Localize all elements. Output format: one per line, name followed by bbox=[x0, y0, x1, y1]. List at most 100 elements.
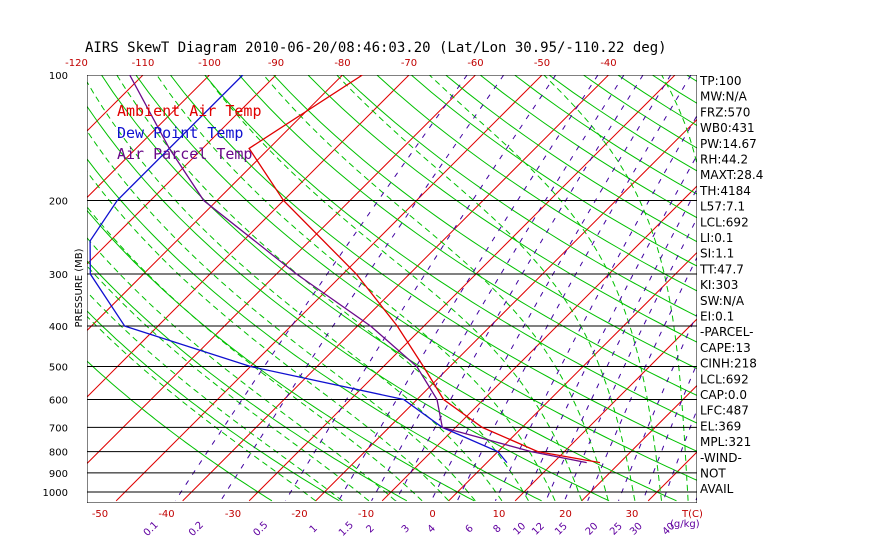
isotherm-line bbox=[781, 75, 870, 501]
dry-adiabat-line bbox=[87, 310, 340, 502]
moist-adiabat-line bbox=[87, 265, 370, 502]
chart-legend: Ambient Air Temp Dew Point Temp Air Parc… bbox=[117, 102, 262, 163]
moist-adiabat-line bbox=[87, 170, 450, 502]
stability-index-entry: MPL:321 bbox=[700, 435, 751, 449]
isotherm-line bbox=[448, 251, 697, 502]
bottom-temperature-tick-label: -30 bbox=[225, 509, 241, 520]
ambient-air-temp-line bbox=[248, 75, 601, 464]
mixing-ratio-tick-label: 1 bbox=[308, 523, 320, 535]
mixing-ratio-line bbox=[563, 217, 697, 502]
pressure-tick-label: 900 bbox=[49, 469, 68, 480]
mixing-ratio-unit-label: (g/kg) bbox=[670, 519, 700, 530]
stability-index-entry: NOT bbox=[700, 467, 726, 481]
mixing-ratio-line bbox=[395, 75, 644, 502]
dry-adiabat-line bbox=[376, 75, 697, 292]
top-temperature-tick-label: -120 bbox=[65, 58, 88, 69]
stability-index-entry: TH:4184 bbox=[699, 184, 751, 198]
mixing-ratio-tick-label: 15 bbox=[553, 521, 570, 538]
top-temperature-tick-label: -110 bbox=[132, 58, 155, 69]
skewt-grid bbox=[0, 75, 870, 503]
legend-ambient-air-temp: Ambient Air Temp bbox=[117, 102, 262, 120]
sounding-curves bbox=[89, 75, 601, 464]
stability-index-entry: KI:303 bbox=[700, 278, 738, 292]
pressure-tick-label: 600 bbox=[49, 395, 68, 406]
mixing-ratio-tick-label: 6 bbox=[464, 523, 476, 535]
dry-adiabat-line bbox=[479, 75, 697, 219]
pressure-tick-label: 700 bbox=[49, 423, 68, 434]
pressure-tick-label: 300 bbox=[49, 270, 68, 281]
moist-adiabat-line bbox=[336, 75, 636, 501]
chart-title: AIRS SkewT Diagram 2010-06-20/08:46:03.2… bbox=[85, 40, 667, 56]
isobar-lines bbox=[87, 75, 697, 503]
mixing-ratio-line bbox=[494, 114, 697, 502]
bottom-temperature-tick-labels: -50 -40 -30 -20 -10 0 10 20 30 bbox=[92, 509, 639, 520]
dry-adiabat-line bbox=[170, 75, 697, 452]
mixing-ratio-tick-labels: 0.1 0.2 0.5 1 1.5 2 3 4 6 8 10 12 15 20 25 30 40 bbox=[142, 520, 678, 539]
dry-adiabat-line bbox=[87, 360, 273, 502]
isotherm-line bbox=[848, 75, 870, 501]
stability-index-entry: EL:369 bbox=[700, 419, 741, 433]
isotherm-line bbox=[87, 75, 410, 398]
mixing-ratio-line bbox=[174, 75, 468, 502]
moist-adiabat-line bbox=[87, 315, 316, 502]
mixing-ratio-tick-label: 12 bbox=[530, 521, 547, 538]
dry-adiabat-line bbox=[87, 158, 542, 502]
bottom-temperature-tick-label: 20 bbox=[559, 509, 572, 520]
stability-index-entry: PW:14.67 bbox=[700, 137, 757, 151]
mixing-ratio-tick-label: 1.5 bbox=[337, 520, 356, 539]
isotherm-line bbox=[0, 75, 10, 501]
stability-index-entry: TP:100 bbox=[699, 74, 742, 88]
dry-adiabat-line bbox=[204, 75, 697, 424]
dry-adiabat-line bbox=[101, 75, 677, 502]
isotherm-line bbox=[315, 118, 697, 502]
dry-adiabat-line bbox=[445, 75, 697, 243]
stability-index-entry: MW:N/A bbox=[700, 90, 748, 104]
dry-adiabat-line bbox=[273, 75, 697, 370]
dry-adiabat-line bbox=[410, 75, 697, 267]
top-temperature-tick-label: -40 bbox=[600, 58, 616, 69]
mixing-ratio-line bbox=[642, 362, 697, 501]
mixing-ratio-line bbox=[456, 75, 692, 502]
stability-index-entry: LFC:487 bbox=[700, 404, 749, 418]
stability-index-entry: SW:N/A bbox=[700, 294, 745, 308]
mixing-ratio-tick-label: 2 bbox=[364, 523, 376, 535]
stability-index-entry: LCL:692 bbox=[700, 215, 749, 229]
mixing-ratio-tick-label: 4 bbox=[426, 523, 438, 535]
isotherm-line bbox=[87, 75, 210, 199]
moist-adiabat-lines bbox=[87, 75, 697, 502]
isotherm-line bbox=[87, 75, 476, 465]
bottom-temperature-tick-label: -20 bbox=[291, 509, 307, 520]
pressure-tick-label: 1000 bbox=[43, 488, 68, 499]
mixing-ratio-tick-label: 0.1 bbox=[142, 520, 161, 539]
isotherm-line bbox=[182, 75, 609, 502]
dry-adiabat-line bbox=[756, 75, 870, 501]
top-temperature-tick-label: -80 bbox=[334, 58, 350, 69]
mixing-ratio-line bbox=[285, 75, 557, 502]
dry-adiabat-line bbox=[87, 105, 610, 502]
stability-index-entry: CAPE:13 bbox=[700, 341, 751, 355]
stability-index-entry: TT:47.7 bbox=[699, 262, 744, 276]
mixing-ratio-line bbox=[338, 75, 599, 502]
mixing-ratio-tick-label: 25 bbox=[608, 521, 625, 538]
mixing-ratio-lines bbox=[174, 75, 697, 502]
isotherm-line bbox=[0, 75, 77, 501]
stability-index-entry: -PARCEL- bbox=[700, 325, 754, 339]
mixing-ratio-line bbox=[662, 408, 697, 501]
stability-index-entry: RH:44.2 bbox=[700, 153, 748, 167]
dry-adiabat-line bbox=[652, 75, 697, 104]
stability-index-entry: -WIND- bbox=[700, 451, 742, 465]
moist-adiabat-line bbox=[87, 237, 396, 502]
moist-adiabat-line bbox=[87, 291, 343, 502]
bottom-temperature-tick-label: -40 bbox=[158, 509, 174, 520]
mixing-ratio-line bbox=[430, 75, 672, 502]
stability-index-entry: L57:7.1 bbox=[700, 200, 745, 214]
mixing-ratio-tick-label: 30 bbox=[628, 521, 645, 538]
dry-adiabat-line bbox=[87, 260, 408, 502]
y-axis-label: PRESSURE (MB) bbox=[74, 248, 85, 327]
mixing-ratio-tick-label: 0.2 bbox=[187, 520, 206, 539]
mixing-ratio-line bbox=[220, 75, 505, 502]
mixing-ratio-tick-label: 0.5 bbox=[251, 520, 270, 539]
isotherm-line bbox=[87, 75, 277, 265]
